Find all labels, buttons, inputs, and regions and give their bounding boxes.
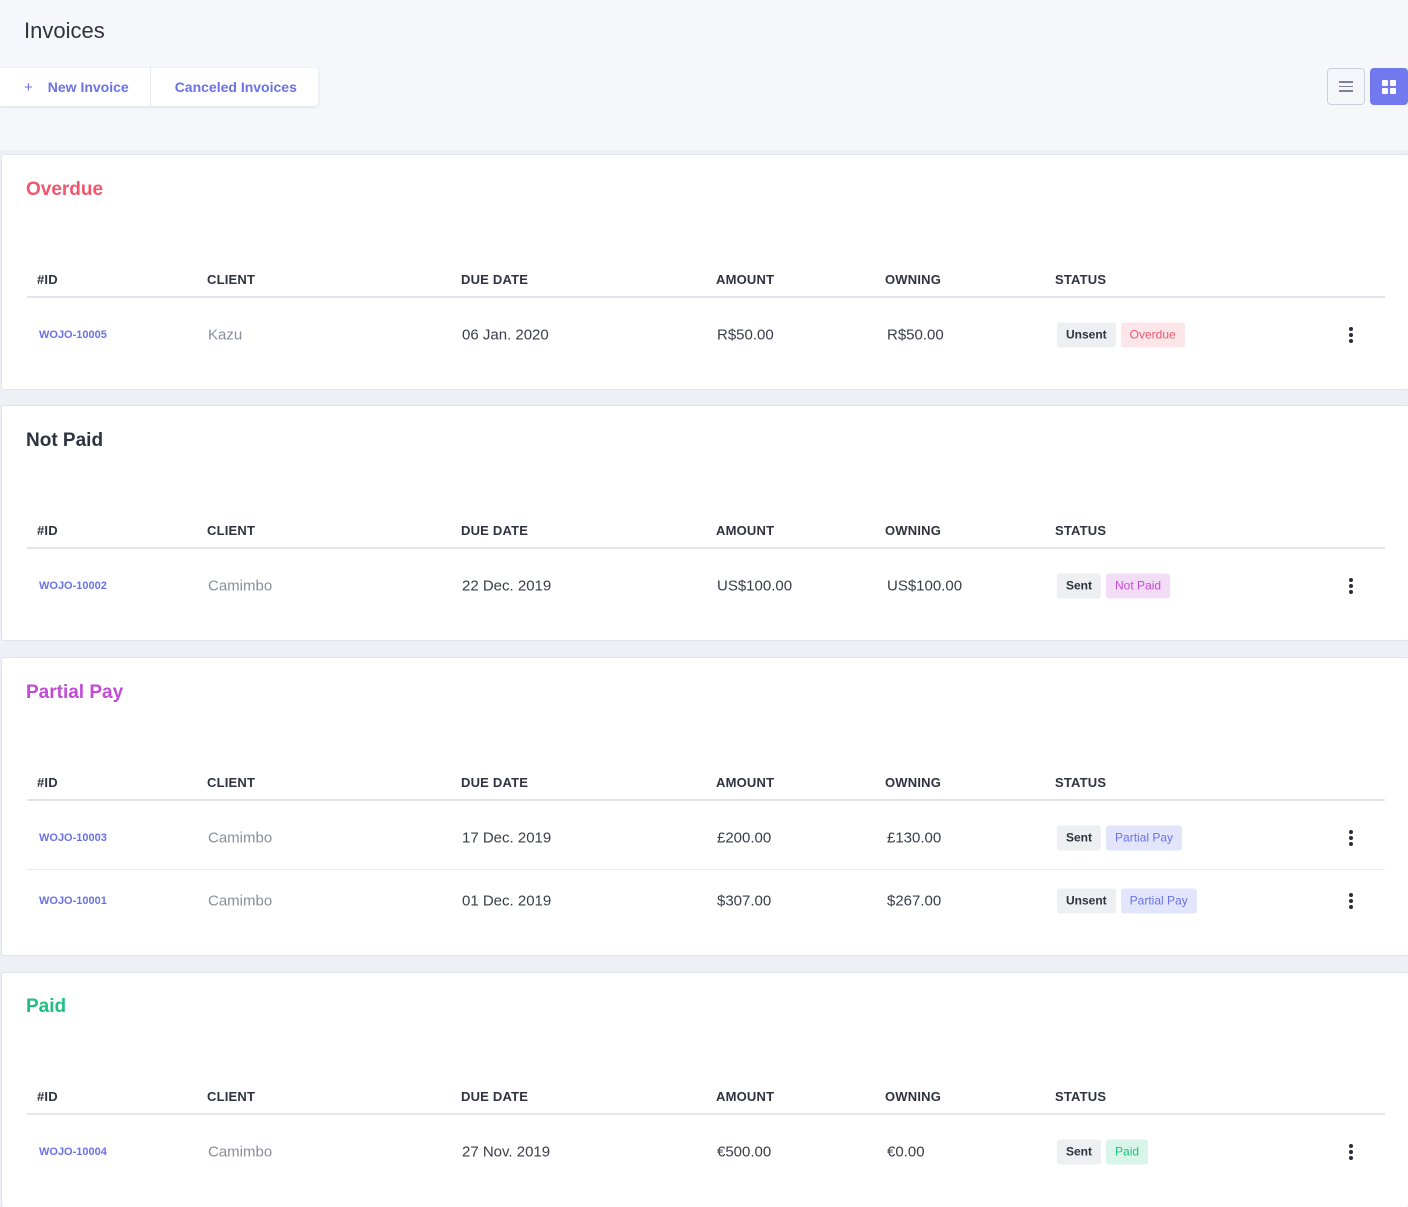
section-title: Paid (26, 996, 67, 1017)
plus-icon: + (24, 78, 33, 96)
table-header: #ID CLIENT DUE DATE AMOUNT OWNING STATUS (27, 1075, 1385, 1115)
status-badge-partial-pay: Partial Pay (1120, 888, 1197, 914)
section-title: Not Paid (26, 430, 104, 451)
column-header-amount: AMOUNT (716, 272, 775, 287)
column-header-client: CLIENT (207, 775, 256, 790)
status-badge-sent: Sent (1057, 825, 1102, 850)
column-header-due-date: DUE DATE (461, 523, 529, 538)
column-header-status: STATUS (1055, 1089, 1107, 1104)
invoice-id-link[interactable]: WOJO-10005 (39, 328, 107, 341)
more-options-icon[interactable] (1346, 829, 1356, 847)
new-invoice-label: New Invoice (47, 79, 129, 95)
table-row: WOJO-10005 Kazu 06 Jan. 2020 R$50.00 R$50.00… (27, 303, 1385, 366)
column-header-id: #ID (37, 523, 58, 538)
client-name: Kazu (208, 326, 243, 343)
amount: R$50.00 (717, 326, 774, 343)
invoice-id-link[interactable]: WOJO-10001 (39, 895, 107, 907)
status-badges: Sent Partial Pay (1057, 825, 1183, 850)
list-view-button[interactable] (1327, 68, 1365, 105)
grid-view-button[interactable] (1370, 68, 1408, 105)
status-badge-unsent: Unsent (1057, 888, 1116, 914)
invoice-section-paid: Paid #ID CLIENT DUE DATE AMOUNT OWNING STATUS W… (1, 972, 1408, 1207)
section-title: Partial Pay (26, 682, 124, 703)
view-toggle (1327, 68, 1408, 105)
status-badges: Sent Paid (1057, 1139, 1149, 1164)
table-header: #ID CLIENT DUE DATE AMOUNT OWNING STATUS (27, 258, 1385, 298)
invoice-toolbar: + New Invoice Canceled Invoices (0, 68, 318, 106)
column-header-client: CLIENT (207, 272, 256, 287)
status-badge-overdue: Overdue (1120, 322, 1185, 347)
invoice-section-partial-pay: Partial Pay #ID CLIENT DUE DATE AMOUNT OWNING… (1, 657, 1408, 956)
status-badge-sent: Sent (1057, 1139, 1102, 1164)
client-name: Camimbo (208, 892, 273, 910)
due-date: 01 Dec. 2019 (462, 892, 552, 910)
list-view-icon (1339, 78, 1353, 95)
status-badges: Unsent Overdue (1057, 322, 1185, 347)
column-header-amount: AMOUNT (716, 523, 775, 538)
amount: £200.00 (717, 829, 772, 846)
status-badge-paid: Paid (1106, 1139, 1149, 1164)
status-badges: Unsent Partial Pay (1057, 888, 1197, 914)
more-options-icon[interactable] (1346, 577, 1356, 595)
column-header-status: STATUS (1055, 775, 1107, 790)
table-row: WOJO-10003 Camimbo 17 Dec. 2019 £200.00 £130… (27, 806, 1385, 869)
table-row: WOJO-10004 Camimbo 27 Nov. 2019 €500.00 €0.0… (27, 1120, 1385, 1183)
column-header-client: CLIENT (207, 523, 256, 538)
column-header-client: CLIENT (207, 1089, 256, 1104)
column-header-id: #ID (37, 1089, 58, 1104)
owning: $267.00 (887, 892, 942, 910)
client-name: Camimbo (208, 1143, 273, 1160)
invoice-id-link[interactable]: WOJO-10002 (39, 579, 107, 592)
status-badge-partial-pay: Partial Pay (1106, 825, 1183, 850)
column-header-status: STATUS (1055, 272, 1107, 287)
column-header-id: #ID (37, 775, 58, 790)
column-header-owning: OWNING (885, 272, 942, 287)
more-options-icon[interactable] (1346, 892, 1356, 910)
invoice-section-not-paid: Not Paid #ID CLIENT DUE DATE AMOUNT OWNING STA… (1, 405, 1408, 641)
column-header-status: STATUS (1055, 523, 1107, 538)
column-header-id: #ID (37, 272, 58, 287)
amount: $307.00 (717, 892, 772, 910)
table-row: WOJO-10001 Camimbo 01 Dec. 2019 $307.00 $267… (27, 869, 1385, 932)
owning: R$50.00 (887, 326, 944, 343)
due-date: 06 Jan. 2020 (462, 326, 549, 343)
status-badge-unsent: Unsent (1057, 322, 1116, 347)
table-row: WOJO-10002 Camimbo 22 Dec. 2019 US$100.00 US… (27, 554, 1385, 617)
due-date: 22 Dec. 2019 (462, 577, 552, 594)
owning: €0.00 (887, 1143, 925, 1160)
column-header-owning: OWNING (885, 775, 942, 790)
canceled-invoices-label: Canceled Invoices (174, 79, 297, 95)
column-header-due-date: DUE DATE (461, 1089, 529, 1104)
new-invoice-button[interactable]: + New Invoice (0, 68, 150, 106)
table-header: #ID CLIENT DUE DATE AMOUNT OWNING STATUS (27, 761, 1385, 801)
due-date: 27 Nov. 2019 (462, 1143, 551, 1160)
status-badges: Sent Not Paid (1057, 573, 1171, 598)
owning: £130.00 (887, 829, 942, 846)
status-badge-sent: Sent (1057, 573, 1102, 598)
column-header-due-date: DUE DATE (461, 272, 529, 287)
grid-view-icon (1382, 79, 1396, 94)
more-options-icon[interactable] (1346, 326, 1356, 344)
more-options-icon[interactable] (1346, 1143, 1356, 1161)
invoice-id-link[interactable]: WOJO-10003 (39, 831, 107, 844)
column-header-due-date: DUE DATE (461, 775, 529, 790)
column-header-amount: AMOUNT (716, 775, 775, 790)
client-name: Camimbo (208, 577, 273, 594)
status-badge-not-paid: Not Paid (1106, 573, 1171, 598)
owning: US$100.00 (887, 577, 963, 594)
section-title: Overdue (26, 179, 104, 200)
client-name: Camimbo (208, 829, 273, 846)
canceled-invoices-button[interactable]: Canceled Invoices (149, 68, 318, 106)
column-header-amount: AMOUNT (716, 1089, 775, 1104)
invoice-id-link[interactable]: WOJO-10004 (39, 1145, 107, 1158)
table-header: #ID CLIENT DUE DATE AMOUNT OWNING STATUS (27, 509, 1385, 549)
invoice-section-overdue: Overdue #ID CLIENT DUE DATE AMOUNT OWNING STAT… (1, 154, 1408, 390)
column-header-owning: OWNING (885, 1089, 942, 1104)
due-date: 17 Dec. 2019 (462, 829, 552, 846)
column-header-owning: OWNING (885, 523, 942, 538)
amount: €500.00 (717, 1143, 772, 1160)
page-title: Invoices (24, 18, 105, 43)
amount: US$100.00 (717, 577, 793, 594)
